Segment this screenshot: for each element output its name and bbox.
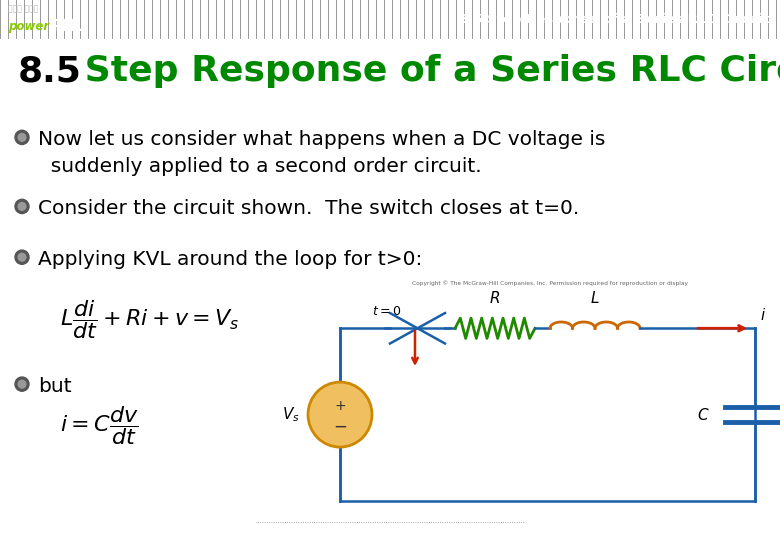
Text: but: but [38,377,72,396]
Text: $i$: $i$ [760,307,766,323]
Text: PNU: PNU [52,19,88,34]
Text: 세계로 미래로: 세계로 미래로 [8,4,38,13]
Circle shape [15,199,29,213]
Text: $L\dfrac{di}{dt}+Ri+v=V_s$: $L\dfrac{di}{dt}+Ri+v=V_s$ [60,298,239,341]
Text: ················································································: ········································… [255,520,525,526]
Text: $V_s$: $V_s$ [282,405,300,424]
Circle shape [18,380,26,388]
Text: $t=0$: $t=0$ [372,305,402,318]
Circle shape [15,377,29,392]
Text: Now let us consider what happens when a DC voltage is: Now let us consider what happens when a … [38,130,605,149]
Circle shape [15,250,29,264]
Text: 8.5 Step Response of a Series RLC Circuit: 8.5 Step Response of a Series RLC Circui… [459,13,770,26]
Text: suddenly applied to a second order circuit.: suddenly applied to a second order circu… [38,157,481,176]
Text: $R$: $R$ [489,290,501,306]
Text: Applying KVL around the loop for t>0:: Applying KVL around the loop for t>0: [38,250,423,269]
Circle shape [15,130,29,145]
Circle shape [308,382,372,447]
Text: Copyright © The McGraw-Hill Companies, Inc. Permission required for reproduction: Copyright © The McGraw-Hill Companies, I… [412,281,688,286]
Text: Consider the circuit shown.  The switch closes at t=0.: Consider the circuit shown. The switch c… [38,199,580,218]
Text: Step Response of a Series RLC Circuit: Step Response of a Series RLC Circuit [72,54,780,88]
Text: $-$: $-$ [333,417,347,435]
Text: 27: 27 [745,514,768,532]
Text: $i=C\dfrac{dv}{dt}$: $i=C\dfrac{dv}{dt}$ [60,404,139,447]
Text: $+$: $+$ [334,400,346,414]
Circle shape [18,133,26,141]
Text: $L$: $L$ [590,290,600,306]
Text: 8.5: 8.5 [18,54,82,88]
Text: power: power [8,20,49,33]
Text: Advanced Broadcasting & Communications Lab.: Advanced Broadcasting & Communications L… [12,518,256,528]
Text: $C$: $C$ [697,407,710,423]
Circle shape [18,253,26,261]
Circle shape [18,202,26,211]
